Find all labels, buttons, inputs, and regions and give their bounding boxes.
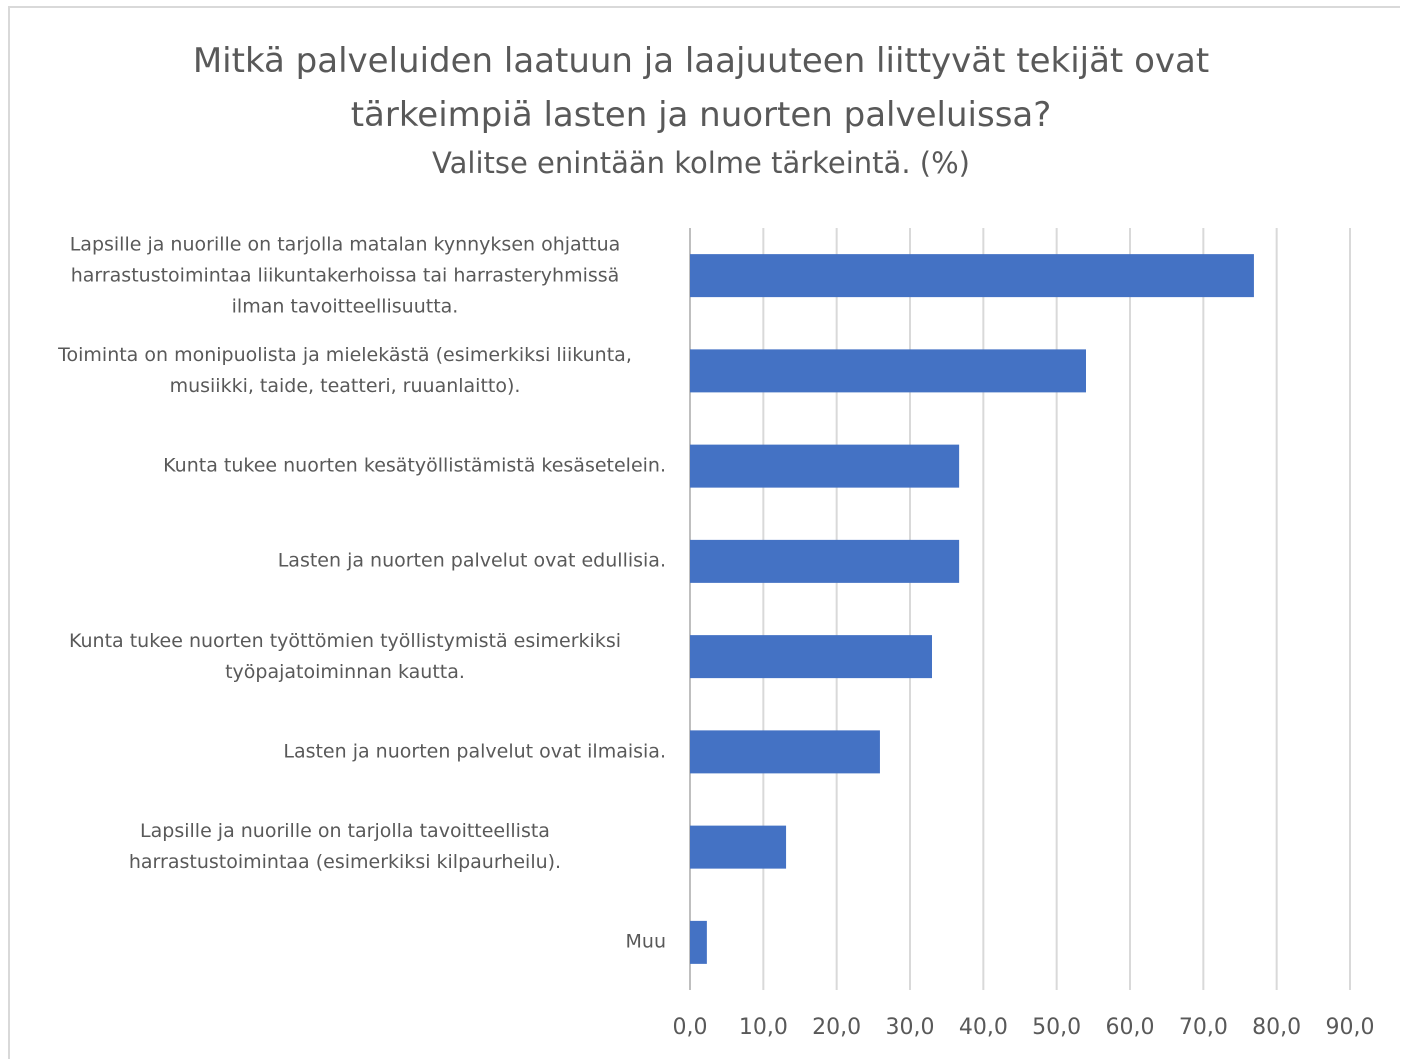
- bar: [690, 254, 1254, 298]
- x-tick-label: 20,0: [812, 1015, 861, 1040]
- chart-frame: [8, 6, 1400, 1059]
- x-tick-label: 0,0: [673, 1015, 708, 1040]
- bar: [690, 920, 707, 964]
- x-tick-label: 40,0: [959, 1015, 1008, 1040]
- y-tick-label: Toiminta on monipuolista ja mielekästä (…: [58, 343, 632, 397]
- bar: [690, 444, 960, 488]
- bar: [690, 349, 1086, 393]
- x-tick-label: 60,0: [1106, 1015, 1155, 1040]
- x-tick-label: 10,0: [739, 1015, 788, 1040]
- y-tick-label: Lasten ja nuorten palvelut ovat ilmaisia…: [283, 740, 666, 763]
- y-tick-label: Kunta tukee nuorten kesätyöllistämistä k…: [163, 454, 666, 477]
- bar: [690, 539, 960, 583]
- y-tick-label: Kunta tukee nuorten työttömien työllisty…: [68, 629, 621, 683]
- x-tick-label: 50,0: [1032, 1015, 1081, 1040]
- y-tick-label: Muu: [625, 930, 666, 953]
- bar: [690, 635, 932, 679]
- y-tick-label: Lapsille ja nuorille on tarjolla tavoitt…: [128, 820, 562, 874]
- x-tick-label: 30,0: [886, 1015, 935, 1040]
- bar: [690, 730, 880, 774]
- y-tick-label: Lapsille ja nuorille on tarjolla matalan…: [69, 233, 621, 318]
- chart-title: Mitkä palveluiden laatuun ja laajuuteen …: [192, 41, 1210, 135]
- y-tick-label: Lasten ja nuorten palvelut ovat edullisi…: [277, 549, 666, 572]
- bar: [690, 825, 787, 869]
- x-tick-label: 70,0: [1179, 1015, 1228, 1040]
- x-tick-label: 80,0: [1252, 1015, 1301, 1040]
- chart-subtitle: Valitse enintään kolme tärkeintä. (%): [432, 146, 970, 180]
- x-tick-label: 90,0: [1326, 1015, 1375, 1040]
